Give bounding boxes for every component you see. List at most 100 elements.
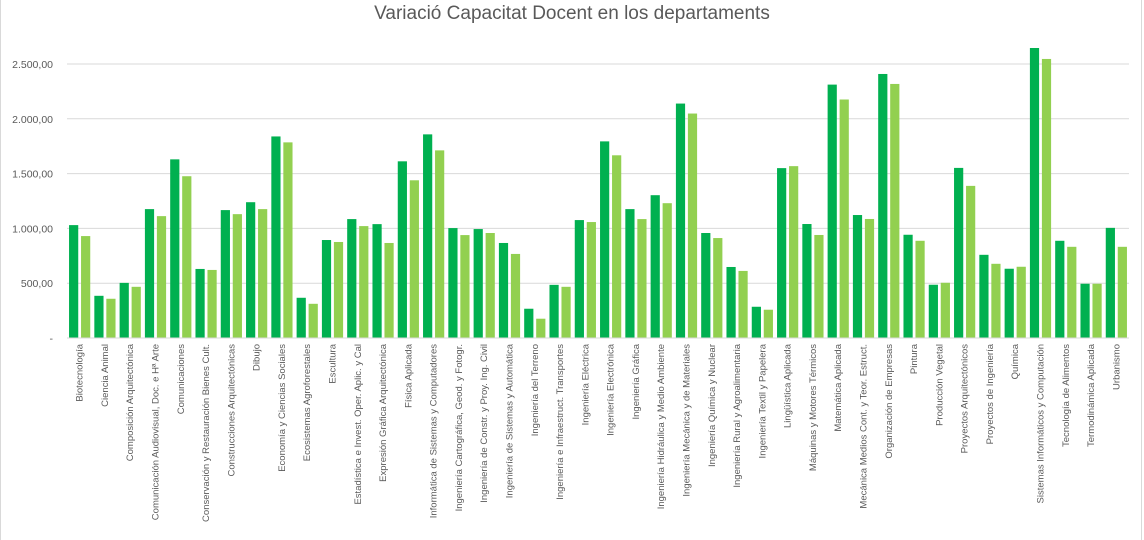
x-tick-label: Proyectos Arquitectónicos (960, 344, 971, 454)
bar-series2 (156, 216, 167, 338)
x-tick-label: Ingeniería Química y Nuclear (707, 344, 718, 467)
bar-series1 (954, 167, 964, 338)
bar-series2 (561, 286, 571, 338)
bar-series1 (321, 240, 332, 338)
bar-series1 (498, 242, 509, 338)
bar-series2 (991, 263, 1001, 338)
bar-series2 (1117, 246, 1127, 338)
bar-series2 (510, 253, 521, 338)
bar-series2 (864, 218, 875, 338)
bar-series1 (94, 295, 104, 338)
bar-series2 (966, 185, 976, 338)
x-tick-label: Ingeniería e Infraestruct. Transportes (555, 344, 566, 500)
bar-series1 (549, 284, 559, 338)
bar-series1 (625, 209, 635, 338)
bar-series1 (347, 219, 357, 338)
bar-series2 (940, 282, 950, 338)
x-tick-label: Urbanismo (1111, 344, 1122, 390)
bar-series1 (144, 209, 155, 338)
bar-series2 (460, 235, 470, 338)
bar-series2 (1067, 246, 1077, 338)
bar-series2 (814, 234, 824, 338)
bar-series1 (423, 134, 433, 338)
bar-series1 (524, 308, 534, 338)
bar-series1 (878, 73, 888, 338)
bar-series2 (435, 150, 445, 338)
x-tick-label: Comunicación Audiovisual, Doc. e Hª Arte (151, 344, 162, 520)
bar-series2 (1041, 58, 1052, 338)
bar-series1 (979, 254, 989, 338)
bar-series2 (687, 113, 698, 338)
bar-series2 (409, 180, 419, 338)
x-tick-label: Proyectos de Ingeniería (985, 343, 996, 444)
bar-series2 (81, 236, 91, 338)
bar-series1 (903, 234, 913, 338)
bar-series1 (296, 297, 306, 338)
x-tick-label: Mecánica Medios Cont. y Teor. Estruct. (859, 344, 870, 509)
x-tick-label: Ingeniería de Sistemas y Automática (505, 343, 516, 498)
bar-series2 (839, 99, 849, 338)
bar-series1 (802, 224, 812, 338)
x-tick-label: Ciencia Animal (100, 344, 111, 407)
bar-series2 (890, 83, 900, 338)
x-tick-label: Escultura (328, 343, 339, 383)
bar-series1 (397, 161, 407, 338)
x-tick-label: Comunicaciones (176, 344, 187, 414)
x-tick-label: Producción Vegetal (934, 344, 945, 426)
x-tick-label: Construcciones Arquitectónicas (226, 344, 237, 477)
bar-series2 (662, 203, 672, 338)
bar-series1 (1080, 283, 1090, 338)
bar-series2 (131, 286, 141, 338)
x-tick-label: Ingeniería Hidráulica y Medio Ambiente (656, 344, 667, 509)
chart-title: Variació Capacitat Docent en los departa… (374, 3, 770, 24)
bar-series2 (283, 142, 293, 338)
bar-series1 (1029, 47, 1040, 338)
x-tick-label: Ingeniería Cartográfica, Geod. y Fotogr. (454, 344, 465, 511)
bar-series2 (763, 309, 773, 338)
x-tick-label: Termodinámica Aplicada (1086, 343, 1097, 447)
bar-series1 (777, 168, 787, 338)
bar-series1 (701, 233, 711, 338)
y-tick-label: 1.500,00 (12, 169, 53, 181)
bar-series1 (170, 159, 180, 338)
bar-series1 (195, 268, 205, 338)
x-tick-label: Ingeniería de Constr. y Proy. Ing. Civil (479, 344, 490, 503)
y-tick-label: - (50, 333, 54, 345)
x-tick-label: Expresión Gráfica Arquitectónica (378, 343, 389, 482)
bar-series2 (485, 233, 495, 338)
x-axis: Biotecnología Ciencia Animal Composición A… (75, 343, 1123, 522)
bar-series2 (333, 241, 344, 338)
x-tick-label: Ingeniería Textil y Papelera (757, 343, 768, 458)
bar-series1 (650, 195, 660, 338)
bar-series1 (448, 228, 458, 338)
bar-series1 (751, 306, 761, 338)
x-tick-label: Estadística e Invest. Oper. Aplic. y Cal (353, 344, 364, 505)
x-tick-label: Ecosistemas Agroforestales (302, 344, 313, 461)
y-tick-label: 1.000,00 (12, 223, 53, 235)
bar-series2 (536, 318, 546, 338)
bar-series1 (119, 282, 129, 338)
bar-series1 (220, 210, 230, 338)
bar-series1 (1105, 227, 1115, 338)
x-tick-label: Dibujo (252, 344, 263, 371)
bar-series2 (1016, 266, 1026, 338)
y-axis: - 500,00 1.000,00 1.500,00 2.000,00 2.500,00 (12, 59, 53, 345)
x-tick-label: Ingeniería Eléctrica (580, 343, 591, 425)
bar-series1 (600, 141, 610, 338)
bar-series2 (789, 166, 799, 338)
bar-series2 (308, 303, 318, 338)
x-tick-label: Composición Arquitectónica (125, 343, 136, 461)
y-tick-label: 2.000,00 (12, 114, 53, 126)
bar-series1 (1055, 240, 1065, 338)
bar-series1 (852, 215, 863, 338)
bar-series2 (915, 240, 925, 338)
bar-series1 (1004, 268, 1014, 338)
bar-series1 (246, 202, 256, 338)
bar-series2 (384, 242, 394, 338)
bar-series1 (372, 224, 382, 338)
x-tick-label: Matemática Aplicada (833, 343, 844, 431)
bar-series1 (675, 103, 686, 338)
x-tick-label: Ingeniería Mecánica y de Materiales (682, 344, 693, 497)
